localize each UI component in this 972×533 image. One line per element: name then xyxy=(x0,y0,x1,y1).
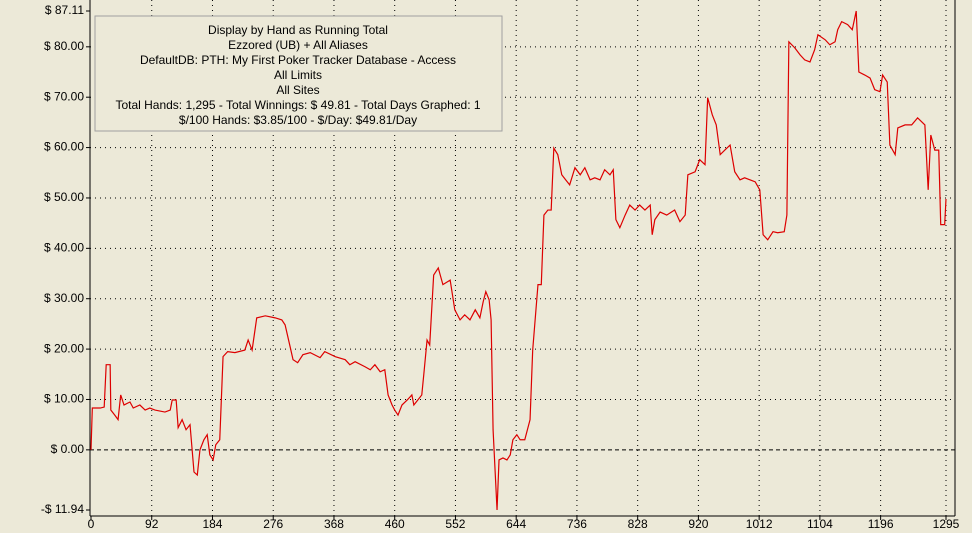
x-tick-label: 1012 xyxy=(746,517,773,531)
x-tick-label: 184 xyxy=(202,517,222,531)
legend-frame xyxy=(94,15,503,132)
y-tick-label: $ 50.00 xyxy=(44,190,84,204)
x-tick-label: 736 xyxy=(567,517,587,531)
y-tick-label: $ 0.00 xyxy=(51,442,85,456)
x-tick-label: 368 xyxy=(324,517,344,531)
y-tick-label: $ 70.00 xyxy=(44,89,84,103)
y-tick-label: $ 30.00 xyxy=(44,291,84,305)
legend-line: $/100 Hands: $3.85/100 - $/Day: $49.81/D… xyxy=(179,113,417,127)
y-tick-label: $ 60.00 xyxy=(44,140,84,154)
legend-line: Display by Hand as Running Total xyxy=(208,23,388,37)
y-tick-label: $ 40.00 xyxy=(44,241,84,255)
x-tick-label: 0 xyxy=(88,517,95,531)
legend-line: All Limits xyxy=(274,68,322,82)
legend-line: DefaultDB: PTH: My First Poker Tracker D… xyxy=(140,53,456,67)
x-tick-label: 1196 xyxy=(868,517,894,531)
x-tick-label: 552 xyxy=(445,517,465,531)
x-tick-label: 1295 xyxy=(933,517,960,531)
legend-line: Total Hands: 1,295 - Total Winnings: $ 4… xyxy=(115,98,480,112)
y-tick-label: -$ 11.94 xyxy=(41,502,84,516)
x-tick-label: 644 xyxy=(506,517,526,531)
y-tick-label: $ 20.00 xyxy=(44,341,84,355)
plot xyxy=(90,10,947,511)
x-tick-label: 92 xyxy=(145,517,159,531)
x-tick-label: 1104 xyxy=(807,517,833,531)
x-tick-label: 920 xyxy=(688,517,708,531)
y-tick-label: $ 80.00 xyxy=(44,39,84,53)
legend-box: Display by Hand as Running TotalEzzored … xyxy=(94,15,503,132)
legend-line: Ezzored (UB) + All Aliases xyxy=(228,38,368,52)
y-tick-label: $ 10.00 xyxy=(44,392,84,406)
line-series xyxy=(90,10,947,511)
x-tick-label: 828 xyxy=(628,517,648,531)
x-tick-label: 276 xyxy=(263,517,283,531)
y-tick-label: $ 87.11 xyxy=(45,3,84,17)
x-tick-label: 460 xyxy=(385,517,405,531)
legend-line: All Sites xyxy=(276,83,319,97)
